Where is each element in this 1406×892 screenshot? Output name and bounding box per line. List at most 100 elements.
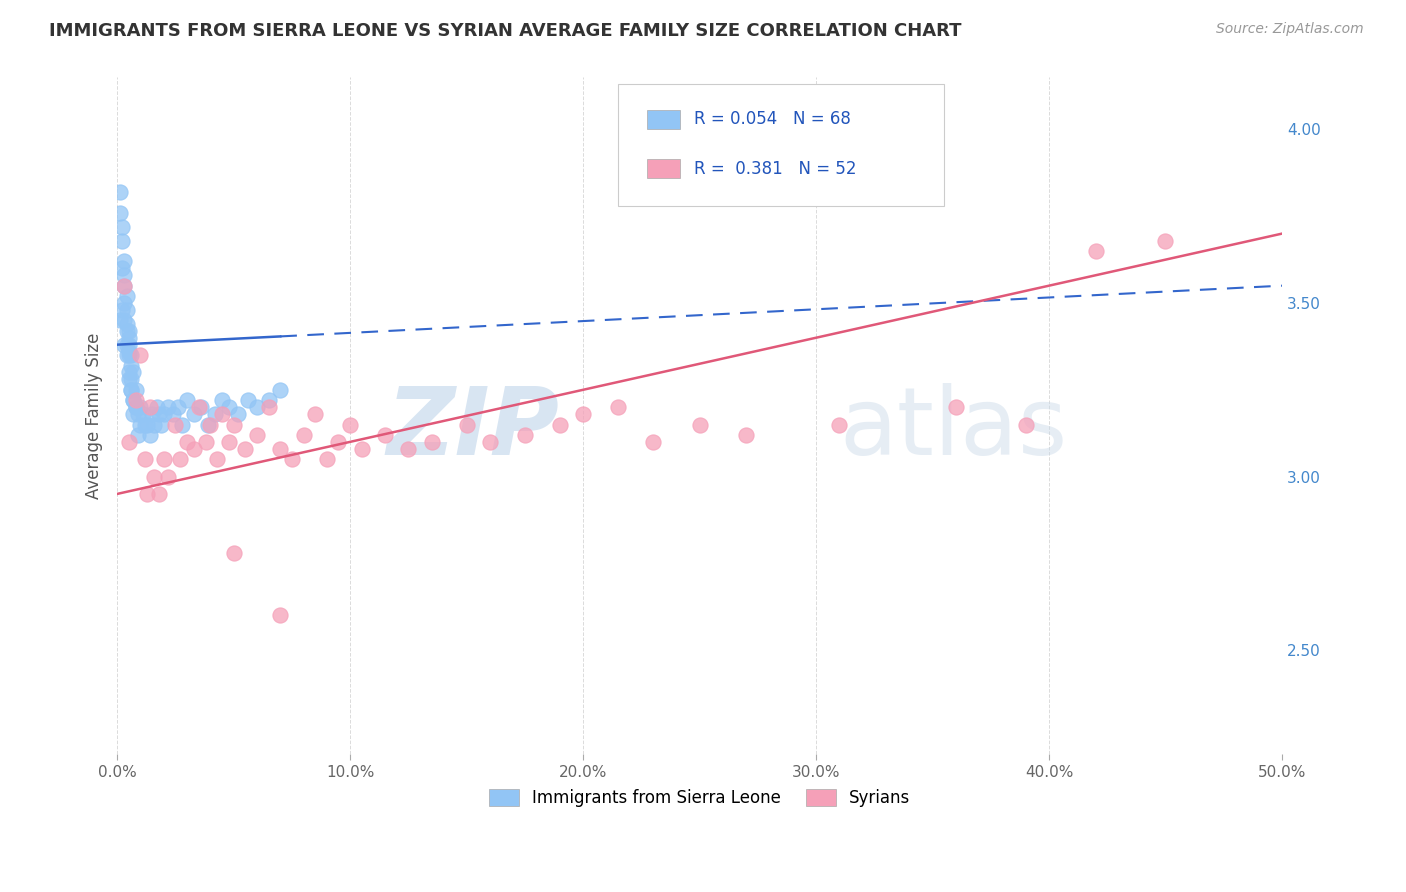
Point (132, 407, 155, 421)
Text: IMMIGRANTS FROM SIERRA LEONE VS SYRIAN AVERAGE FAMILY SIZE CORRELATION CHART: IMMIGRANTS FROM SIERRA LEONE VS SYRIAN A… (49, 22, 962, 40)
Point (108, 313, 131, 327)
Y-axis label: Average Family Size: Average Family Size (86, 333, 103, 499)
Point (183, 407, 205, 421)
Point (115, 289, 138, 303)
Point (143, 417, 166, 432)
Point (125, 400, 148, 414)
Point (548, 417, 571, 432)
Point (374, 428, 396, 442)
Point (112, 278, 135, 293)
Point (111, 303, 134, 318)
Point (112, 278, 135, 293)
Point (176, 434, 198, 449)
Point (127, 407, 149, 421)
Point (228, 407, 250, 421)
Point (200, 417, 222, 432)
Point (304, 407, 326, 421)
Text: R = 0.054   N = 68: R = 0.054 N = 68 (693, 111, 851, 128)
Point (689, 417, 711, 432)
Point (115, 337, 138, 351)
Point (112, 313, 135, 327)
Point (112, 268, 135, 283)
Point (120, 383, 142, 397)
Point (118, 344, 141, 359)
Point (134, 417, 156, 432)
Point (118, 348, 141, 362)
Point (127, 428, 149, 442)
Point (172, 417, 194, 432)
Point (204, 407, 226, 421)
Point (218, 434, 240, 449)
Point (194, 434, 217, 449)
Point (572, 407, 595, 421)
Point (1084, 244, 1107, 258)
Point (129, 400, 152, 414)
Point (222, 417, 245, 432)
Text: ZIP: ZIP (387, 384, 560, 475)
Point (118, 372, 141, 386)
Point (152, 452, 174, 467)
Point (350, 442, 373, 456)
Point (120, 348, 142, 362)
Point (183, 442, 205, 456)
Point (513, 428, 536, 442)
Point (456, 417, 478, 432)
Point (945, 400, 967, 414)
Point (112, 296, 135, 310)
Point (125, 400, 148, 414)
Point (1015, 417, 1038, 432)
Point (139, 428, 162, 442)
Point (139, 400, 162, 414)
Text: Source: ZipAtlas.com: Source: ZipAtlas.com (1216, 22, 1364, 37)
Point (292, 428, 315, 442)
Point (236, 393, 259, 408)
Point (120, 359, 142, 373)
Point (152, 407, 174, 421)
Point (339, 417, 361, 432)
Point (197, 417, 219, 432)
Point (233, 442, 256, 456)
Point (211, 407, 233, 421)
Point (112, 254, 135, 268)
Point (120, 383, 142, 397)
Point (115, 303, 138, 318)
Point (281, 452, 304, 467)
Point (166, 400, 188, 414)
Point (162, 407, 184, 421)
Point (420, 434, 443, 449)
Point (118, 366, 141, 380)
Text: atlas: atlas (839, 384, 1067, 475)
Point (396, 442, 419, 456)
Point (828, 417, 851, 432)
Point (269, 442, 291, 456)
Point (118, 337, 141, 351)
Point (129, 348, 152, 362)
Point (111, 219, 134, 234)
Point (478, 434, 501, 449)
Point (122, 407, 145, 421)
Point (134, 452, 156, 467)
Point (735, 428, 758, 442)
Point (115, 348, 138, 362)
Point (157, 400, 180, 414)
Point (328, 434, 350, 449)
Point (269, 383, 291, 397)
Bar (647, 110, 679, 128)
Point (257, 400, 280, 414)
Point (136, 487, 159, 501)
Point (315, 452, 337, 467)
Point (257, 393, 280, 408)
Point (148, 407, 170, 421)
Point (122, 393, 145, 408)
Point (129, 417, 152, 432)
Point (165, 417, 187, 432)
Point (115, 324, 138, 338)
Point (141, 407, 163, 421)
Point (125, 383, 148, 397)
Point (146, 400, 169, 414)
Point (118, 434, 141, 449)
Point (207, 452, 229, 467)
Point (143, 469, 166, 483)
Point (150, 417, 173, 432)
Text: R =  0.381   N = 52: R = 0.381 N = 52 (693, 160, 856, 178)
